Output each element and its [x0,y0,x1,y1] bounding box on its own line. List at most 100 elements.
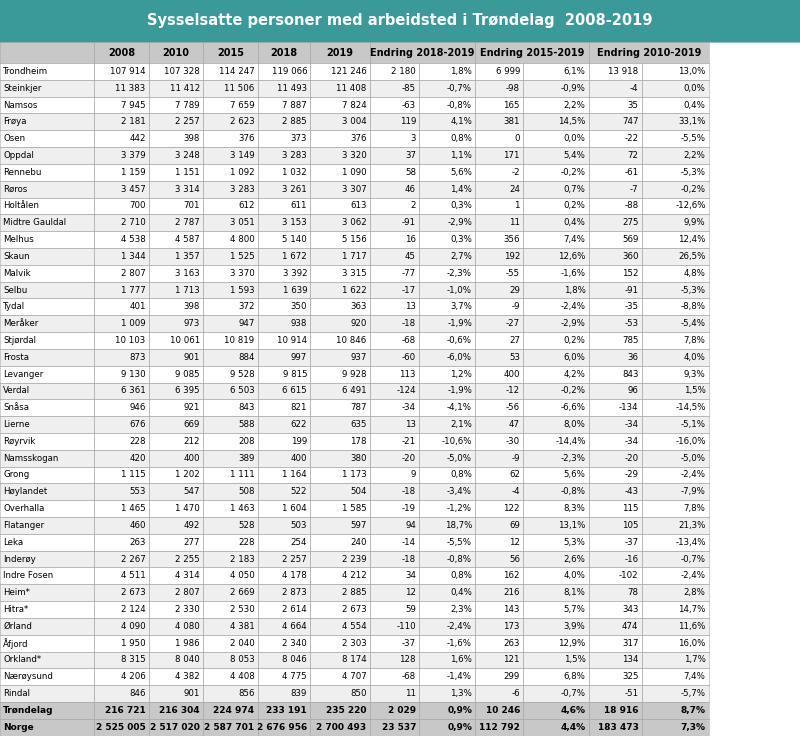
Text: -110: -110 [396,622,416,631]
Bar [475,265,523,282]
Text: -2,3%: -2,3% [561,453,586,463]
Text: -14,4%: -14,4% [555,437,586,446]
Bar [149,517,203,534]
Text: -20: -20 [402,453,416,463]
Text: 3 004: 3 004 [342,117,366,127]
Text: 2 787: 2 787 [175,219,200,227]
Bar [642,366,709,383]
Bar [0,450,94,467]
Bar [94,383,149,400]
Text: 0,0%: 0,0% [564,134,586,144]
Text: 11 493: 11 493 [277,84,307,93]
Bar [419,349,475,366]
Text: 2 676 956: 2 676 956 [257,723,307,732]
Text: 4,1%: 4,1% [450,117,472,127]
Text: 240: 240 [350,538,366,547]
Bar [94,197,149,214]
Text: 235 220: 235 220 [326,706,366,715]
Bar [258,551,310,567]
Bar [149,383,203,400]
Bar [0,130,94,147]
Text: 504: 504 [350,487,366,496]
Text: -27: -27 [506,319,520,328]
Text: 381: 381 [503,117,520,127]
Bar [94,484,149,500]
Bar [149,42,203,63]
Bar [258,685,310,702]
Text: -4: -4 [511,487,520,496]
Text: 850: 850 [350,689,366,698]
Bar [419,500,475,517]
Text: -37: -37 [402,639,416,648]
Bar [475,214,523,231]
Text: 72: 72 [627,151,638,160]
Text: -98: -98 [506,84,520,93]
Bar [419,366,475,383]
Text: 1,4%: 1,4% [450,185,472,194]
Text: 1,7%: 1,7% [684,656,706,665]
Bar [589,433,642,450]
Text: 112 792: 112 792 [479,723,520,732]
Text: 839: 839 [291,689,307,698]
Text: Holtålen: Holtålen [3,202,39,210]
Bar [523,147,589,164]
Bar [370,685,419,702]
Text: 8 053: 8 053 [230,656,254,665]
Text: 7 659: 7 659 [230,101,254,110]
Text: 121 246: 121 246 [330,67,366,76]
Text: 7,4%: 7,4% [564,235,586,244]
Bar [589,231,642,248]
Text: 700: 700 [129,202,146,210]
Text: 1 604: 1 604 [282,504,307,513]
Text: -5,3%: -5,3% [681,168,706,177]
Bar [258,332,310,349]
Text: -91: -91 [402,219,416,227]
Text: 946: 946 [130,403,146,412]
Bar [258,113,310,130]
Text: -2,4%: -2,4% [447,622,472,631]
Text: 2015: 2015 [217,48,244,57]
Text: 1 672: 1 672 [282,252,307,261]
Bar [370,332,419,349]
Bar [370,668,419,685]
Bar [203,63,258,79]
Text: 701: 701 [183,202,200,210]
Text: 119: 119 [400,117,416,127]
Text: 3 392: 3 392 [282,269,307,277]
Text: 1 009: 1 009 [121,319,146,328]
Text: 1,8%: 1,8% [450,67,472,76]
Bar [642,265,709,282]
Text: 4 554: 4 554 [342,622,366,631]
Text: 7 824: 7 824 [342,101,366,110]
Bar [258,651,310,668]
Text: 11: 11 [405,689,416,698]
Bar [523,433,589,450]
Text: 8,0%: 8,0% [564,420,586,429]
Text: 7,8%: 7,8% [684,336,706,345]
Text: -0,8%: -0,8% [561,487,586,496]
Text: 2 673: 2 673 [342,605,366,614]
Bar [370,500,419,517]
Text: 5,4%: 5,4% [564,151,586,160]
Bar [642,517,709,534]
Text: 24: 24 [509,185,520,194]
Text: -134: -134 [618,403,638,412]
Text: 4 178: 4 178 [282,571,307,581]
Text: 107 328: 107 328 [164,67,200,76]
Text: 2 124: 2 124 [121,605,146,614]
Bar [589,130,642,147]
Bar [370,349,419,366]
Bar [94,634,149,651]
Bar [475,164,523,181]
Bar [0,147,94,164]
Bar [419,719,475,736]
Text: -34: -34 [624,437,638,446]
Text: 11,6%: 11,6% [678,622,706,631]
Bar [203,231,258,248]
Text: 669: 669 [184,420,200,429]
Bar [419,181,475,197]
Text: Indre Fosen: Indre Fosen [3,571,54,581]
Text: 277: 277 [183,538,200,547]
Bar [149,416,203,433]
Text: 400: 400 [183,453,200,463]
